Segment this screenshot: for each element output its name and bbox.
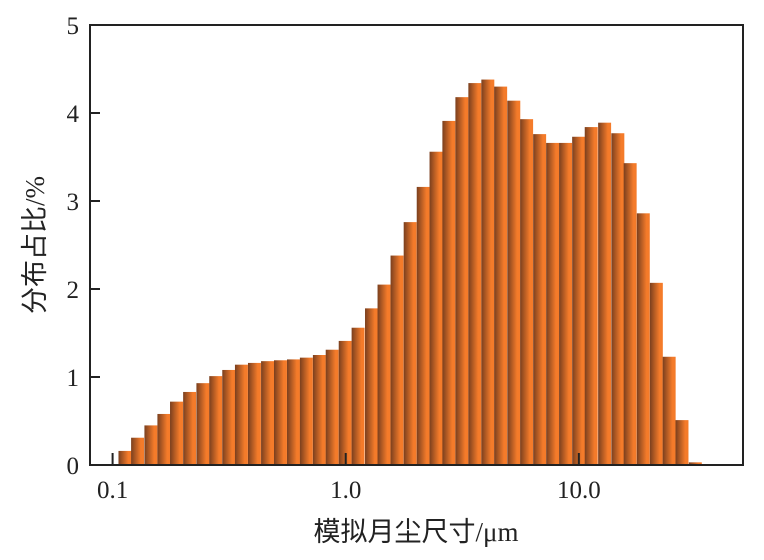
bar xyxy=(623,163,637,465)
bar xyxy=(325,349,339,465)
plot-frame xyxy=(89,24,744,466)
bars xyxy=(118,79,702,466)
bar xyxy=(520,119,534,465)
bar xyxy=(442,120,456,466)
bar xyxy=(572,136,586,465)
bar xyxy=(390,255,404,465)
bar xyxy=(365,308,378,465)
bar xyxy=(377,284,391,465)
bar xyxy=(546,142,560,466)
bar xyxy=(287,359,300,465)
bar xyxy=(261,361,275,465)
bar xyxy=(559,142,573,466)
bar xyxy=(584,127,598,465)
y-tick-label: 2 xyxy=(67,277,80,304)
y-tick-label: 5 xyxy=(67,13,80,40)
bar xyxy=(481,79,495,465)
bar xyxy=(507,100,521,466)
bar xyxy=(234,364,248,465)
bar xyxy=(183,391,197,465)
x-tick-label: 1.0 xyxy=(330,477,361,504)
bar xyxy=(403,222,417,465)
bar xyxy=(662,356,676,465)
bar xyxy=(468,83,482,465)
bar xyxy=(299,357,313,465)
bar xyxy=(675,420,689,465)
bar xyxy=(598,122,612,466)
bar xyxy=(209,376,223,465)
y-tick-label: 1 xyxy=(67,365,80,392)
bar xyxy=(429,151,443,465)
bar xyxy=(312,355,326,465)
bar xyxy=(118,450,132,465)
bar xyxy=(131,437,145,465)
x-tick-label: 10.0 xyxy=(557,477,601,504)
bar xyxy=(494,86,508,465)
bar xyxy=(157,413,171,465)
bar xyxy=(247,362,261,465)
x-axis-label: 模拟月尘尺寸/μm xyxy=(314,517,519,547)
bar xyxy=(611,133,625,466)
y-tick-label: 3 xyxy=(67,189,80,216)
y-tick-label: 0 xyxy=(67,453,80,480)
x-tick-label: 0.1 xyxy=(97,477,128,504)
bar xyxy=(455,97,469,465)
bar xyxy=(649,282,663,465)
bar xyxy=(636,213,650,465)
ticks: 0.1 1.0 10.0 0 1 2 3 4 5 xyxy=(67,13,601,504)
bar xyxy=(144,425,158,465)
bar xyxy=(351,327,365,465)
bar xyxy=(416,186,430,466)
bar xyxy=(688,462,702,465)
bar xyxy=(222,369,236,465)
bar xyxy=(196,383,210,465)
bar xyxy=(338,340,352,465)
bar xyxy=(533,134,547,465)
y-tick-label: 4 xyxy=(67,101,80,128)
y-axis-label: 分布占比/% xyxy=(20,176,50,314)
bar xyxy=(170,401,183,465)
bar xyxy=(273,360,287,465)
